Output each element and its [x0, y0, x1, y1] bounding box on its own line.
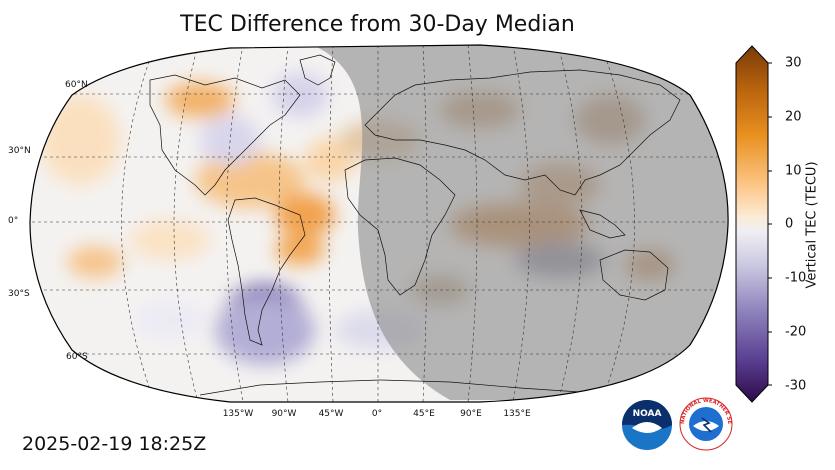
noaa-logo: NOAA	[621, 399, 673, 451]
colorbar-tick-30: 30	[785, 55, 802, 71]
nws-logo: NATIONAL WEATHER SERVICE	[678, 396, 733, 451]
colorbar-tick-10: 10	[785, 163, 802, 179]
lat-label-60s: 60°S	[66, 352, 88, 362]
timestamp: 2025-02-19 18:25Z	[22, 433, 207, 455]
lat-label-0: 0°	[8, 216, 19, 226]
colorbar-tick-neg10: -10	[785, 270, 807, 286]
colorbar	[735, 45, 772, 403]
lon-label-0: 0°	[371, 409, 383, 419]
lat-label-30n: 30°N	[8, 146, 31, 156]
colorbar-label: Vertical TEC (TECU)	[804, 161, 820, 289]
globe-outline	[29, 44, 729, 403]
coastlines	[149, 54, 681, 396]
graticule	[30, 45, 729, 402]
noaa-logo-text: NOAA	[633, 409, 662, 419]
colorbar-tick-0: 0	[785, 216, 794, 232]
lat-label-60n: 60°N	[65, 80, 88, 90]
lon-label-45w: 45°W	[318, 409, 344, 419]
lon-label-90e: 90°E	[460, 409, 482, 419]
map-title: TEC Difference from 30-Day Median	[180, 12, 575, 37]
colorbar-tick-neg30: -30	[785, 378, 807, 394]
lon-label-135w: 135°W	[222, 409, 254, 419]
lon-label-135e: 135°E	[503, 409, 531, 419]
night-terminator-shade	[300, 45, 729, 400]
colorbar-tick-neg20: -20	[785, 324, 807, 340]
lon-label-90w: 90°W	[271, 409, 297, 419]
lat-label-30s: 30°S	[8, 289, 30, 299]
colorbar-tick-20: 20	[785, 109, 802, 125]
lon-label-45e: 45°E	[413, 409, 435, 419]
